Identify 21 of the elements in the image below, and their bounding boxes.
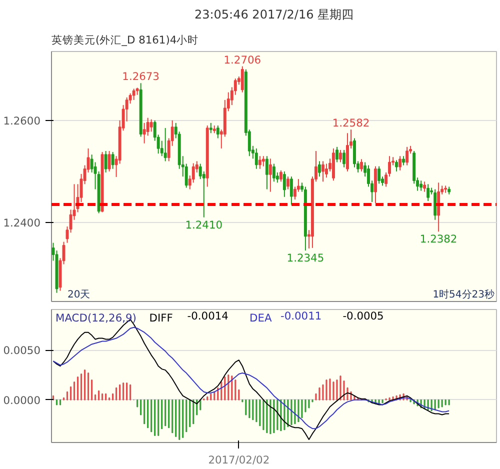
series-label: DIFF [149, 312, 173, 324]
y-tick-label: 1.2400 [3, 216, 41, 230]
annotation: -0.0011 [280, 310, 322, 322]
x-tick-label: 2017/02/02 [208, 454, 270, 466]
y-tick-label: 1.2600 [3, 114, 41, 128]
annotation: 1.2582 [332, 116, 370, 130]
annotation: 1.2382 [420, 232, 458, 246]
chart-title: 23:05:46 2017/2/16 星期四 [194, 8, 354, 22]
chart-title: MACD(12,26,9) [56, 312, 136, 324]
y-tick-label: 0.0000 [3, 394, 41, 407]
annotation: -0.0005 [342, 310, 384, 322]
annotation: 1时54分23秒 [432, 288, 494, 300]
annotation: 1.2673 [122, 70, 160, 84]
chart-subtitle: 英镑美元(外汇_D 8161)4小时 [52, 34, 199, 46]
text: DEA [250, 312, 272, 324]
annotation: 1.2345 [286, 251, 324, 264]
y-tick-label: 0.0050 [3, 344, 41, 358]
annotation: 1.2706 [224, 53, 262, 66]
annotation: 20天 [68, 290, 90, 300]
annotation: -0.0014 [187, 310, 229, 322]
annotation: 1.2410 [185, 218, 223, 232]
